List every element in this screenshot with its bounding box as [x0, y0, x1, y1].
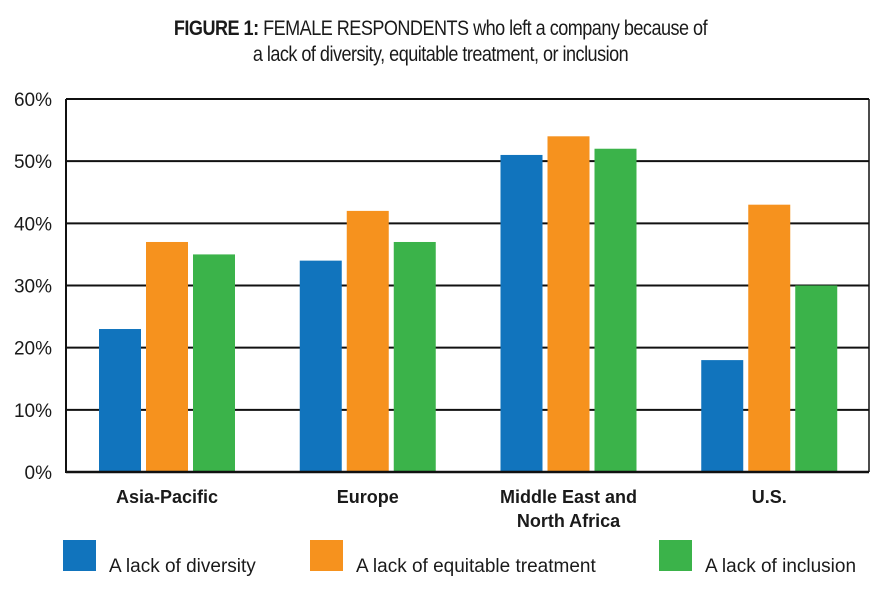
- legend-swatch: [310, 540, 343, 571]
- x-tick-label: Asia-Pacific: [116, 487, 218, 507]
- bar: [795, 285, 838, 472]
- bars: [99, 136, 838, 473]
- figure-label: FIGURE 1:: [173, 17, 259, 40]
- bar: [701, 360, 744, 472]
- legend-label: A lack of inclusion: [705, 556, 856, 577]
- chart-title-line1: FIGURE 1: FEMALE RESPONDENTS who left a …: [173, 17, 708, 40]
- x-axis-ticks: Asia-Pacific Europe Middle East and North A…: [116, 487, 787, 531]
- title-text: FEMALE RESPONDENTS who left a company be…: [263, 17, 708, 40]
- x-tick-label: U.S.: [752, 487, 787, 507]
- bar: [393, 241, 436, 472]
- chart-title-line2: a lack of diversity, equitable treatment…: [252, 43, 629, 66]
- bar: [346, 210, 389, 472]
- x-tick-label: Europe: [337, 487, 399, 507]
- bar: [99, 329, 141, 472]
- bar: [146, 241, 188, 472]
- x-tick-label: Middle East and: [500, 487, 637, 507]
- y-tick-label: 0%: [25, 463, 53, 484]
- axes: [65, 98, 870, 474]
- y-tick-label: 50%: [14, 152, 52, 173]
- x-tick-label: North Africa: [517, 511, 621, 531]
- y-tick-label: 60%: [14, 90, 52, 111]
- y-tick-label: 30%: [14, 277, 52, 298]
- legend-label: A lack of equitable treatment: [356, 556, 596, 577]
- legend-label: A lack of diversity: [109, 556, 256, 577]
- y-tick-label: 20%: [14, 339, 52, 360]
- bar: [193, 254, 235, 472]
- bar: [500, 154, 543, 472]
- y-tick-label: 40%: [14, 214, 52, 235]
- legend-swatch: [63, 540, 96, 571]
- bar: [594, 148, 637, 472]
- chart-title: FIGURE 1: FEMALE RESPONDENTS who left a …: [62, 16, 820, 68]
- legend-swatch: [659, 540, 692, 571]
- y-tick-label: 10%: [14, 401, 52, 422]
- legend: A lack of diversity A lack of equitable t…: [63, 540, 856, 577]
- bar: [299, 260, 342, 472]
- bar: [748, 204, 791, 472]
- y-axis-ticks: 0% 10% 20% 30% 40% 50% 60%: [14, 90, 52, 484]
- bar: [547, 136, 590, 473]
